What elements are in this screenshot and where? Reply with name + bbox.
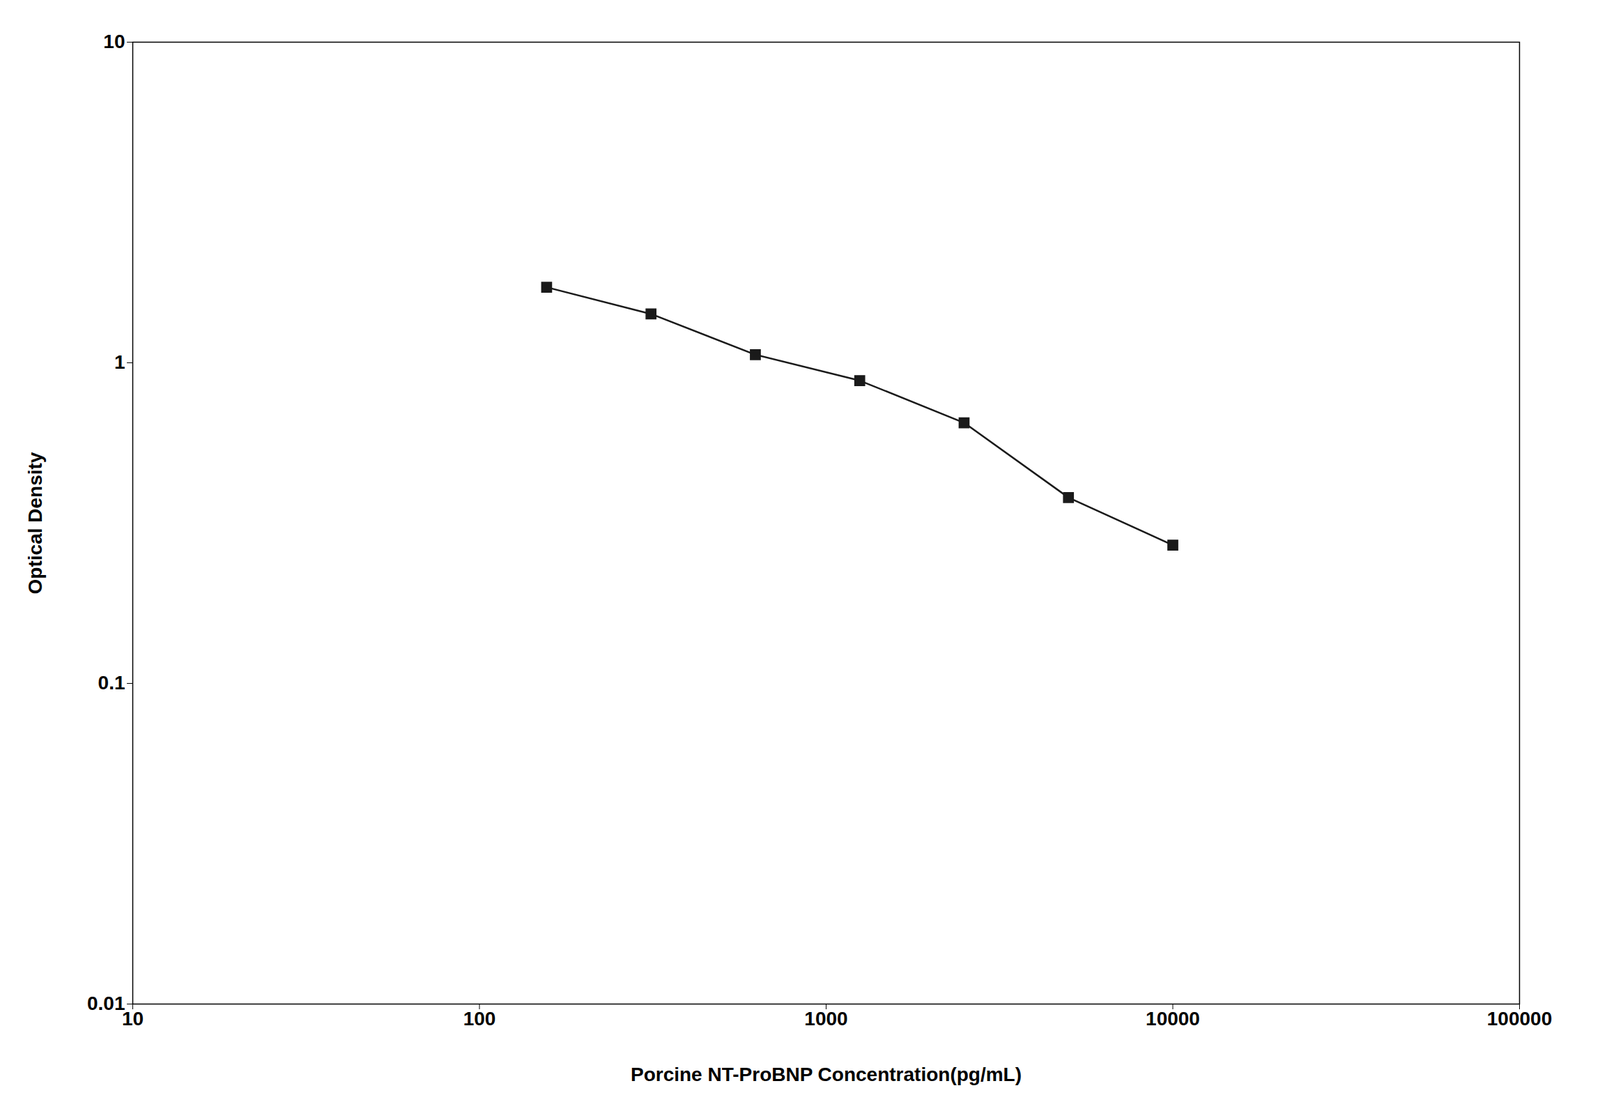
svg-text:Porcine NT-ProBNP Concentratio: Porcine NT-ProBNP Concentration(pg/mL) bbox=[630, 1063, 1022, 1086]
svg-text:100: 100 bbox=[463, 1007, 497, 1030]
svg-text:10000: 10000 bbox=[1145, 1007, 1200, 1030]
svg-text:10: 10 bbox=[103, 30, 125, 53]
svg-text:1000: 1000 bbox=[804, 1007, 848, 1030]
svg-text:1: 1 bbox=[114, 351, 126, 373]
svg-text:0.01: 0.01 bbox=[87, 992, 126, 1014]
svg-text:0.1: 0.1 bbox=[98, 671, 126, 694]
svg-text:Optical Density: Optical Density bbox=[24, 451, 46, 594]
svg-text:100000: 100000 bbox=[1487, 1007, 1552, 1030]
svg-text:10: 10 bbox=[121, 1007, 144, 1030]
